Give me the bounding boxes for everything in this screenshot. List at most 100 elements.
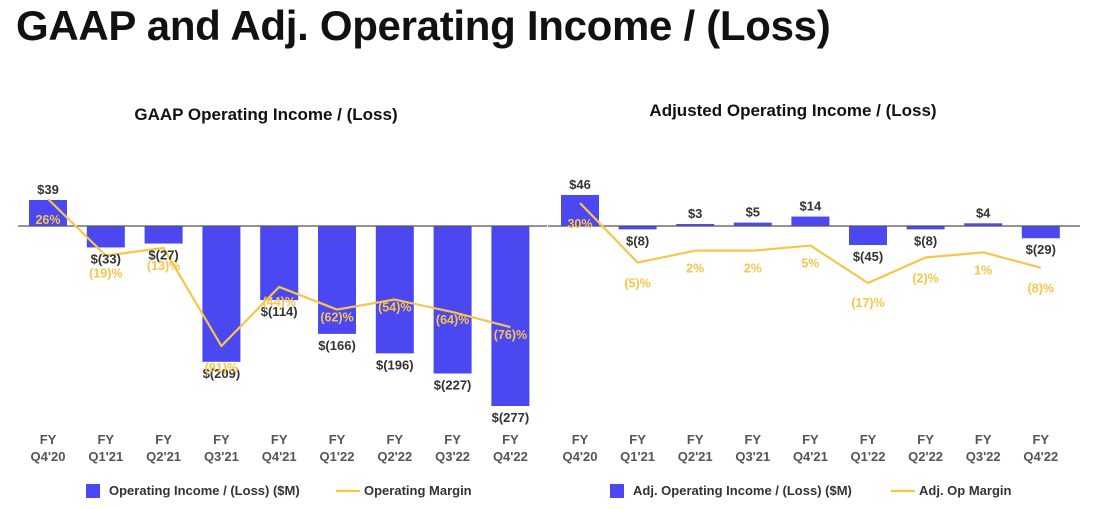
- adj-category-label-line1: FY: [860, 432, 877, 447]
- adj-margin-line: [579, 202, 1042, 285]
- gaap-bar-value-label: $(114): [261, 304, 298, 319]
- gaap-legend-bar-swatch: [86, 484, 100, 498]
- gaap-margin-label: (19)%: [89, 267, 122, 281]
- adj-bar: [964, 223, 1003, 226]
- adj-bar-value-label: $(29): [1026, 242, 1056, 257]
- gaap-margin-label: (54)%: [378, 301, 411, 315]
- gaap-category-label-line1: FY: [386, 432, 403, 447]
- gaap-legend-line-label: Operating Margin: [364, 483, 472, 498]
- gaap-category-label-line1: FY: [444, 432, 461, 447]
- gaap-bar: [86, 226, 125, 248]
- adj-bar: [733, 222, 772, 226]
- adj-category-label-line1: FY: [629, 432, 646, 447]
- gaap-category-label-line1: FY: [40, 432, 57, 447]
- adj-margin-label: (5)%: [624, 277, 650, 291]
- gaap-bar-value-label: $(209): [203, 366, 241, 381]
- adj-legend-bar-label: Adj. Operating Income / (Loss) ($M): [633, 483, 852, 498]
- gaap-legend-bar-label: Operating Income / (Loss) ($M): [109, 483, 300, 498]
- gaap-category-label-line2: Q3'22: [435, 449, 470, 464]
- gaap-bar: [144, 226, 183, 244]
- gaap-margin-label: (62)%: [320, 311, 353, 325]
- gaap-bar-value-label: $(196): [376, 357, 414, 372]
- gaap-category-label-line2: Q1'21: [88, 449, 123, 464]
- adj-category-label-line2: Q2'22: [908, 449, 943, 464]
- adj-category-label-line1: FY: [917, 432, 934, 447]
- adj-bar: [791, 216, 830, 226]
- gaap-chart-title: GAAP Operating Income / (Loss): [134, 105, 397, 124]
- gaap-margin-label: (44)%: [263, 295, 296, 309]
- gaap-category-label-line2: Q2'22: [377, 449, 412, 464]
- gaap-category-label-line2: Q4'20: [31, 449, 66, 464]
- adj-category-label-line1: FY: [802, 432, 819, 447]
- adj-category-label-line2: Q4'20: [563, 449, 598, 464]
- adj-category-label-line2: Q1'21: [620, 449, 655, 464]
- adj-margin-label: (17)%: [851, 296, 884, 310]
- adj-category-label-line1: FY: [572, 432, 589, 447]
- gaap-margin-label: 26%: [35, 213, 60, 227]
- adj-bar: [849, 226, 887, 245]
- adj-bar: [1021, 226, 1060, 239]
- gaap-operating-income-chart: GAAP Operating Income / (Loss) $39 $(33) $(…: [18, 105, 547, 498]
- gaap-bar-value-label: $(166): [318, 338, 356, 353]
- adj-bar: [561, 195, 599, 226]
- gaap-bar: [29, 200, 67, 226]
- adj-category-label-line1: FY: [975, 432, 992, 447]
- adj-margin-label: (2)%: [912, 271, 938, 285]
- gaap-bar: [202, 226, 241, 362]
- adj-category-label-line2: Q3'22: [966, 449, 1001, 464]
- adj-category-label-line2: Q1'22: [851, 449, 886, 464]
- gaap-bar: [433, 226, 472, 374]
- adj-category-label-line2: Q3'21: [735, 449, 770, 464]
- adj-bar: [618, 226, 657, 230]
- gaap-category-label-line1: FY: [271, 432, 288, 447]
- adj-bar: [906, 226, 945, 230]
- gaap-category-label-line1: FY: [329, 432, 346, 447]
- gaap-category-label-line1: FY: [502, 432, 519, 447]
- adj-margin-label: 2%: [686, 262, 704, 276]
- adj-bar-value-label: $(8): [626, 233, 649, 248]
- adj-category-label-line1: FY: [1032, 432, 1049, 447]
- gaap-category-label-line1: FY: [97, 432, 114, 447]
- gaap-category-label-line2: Q2'21: [146, 449, 181, 464]
- adj-legend-bar-swatch: [610, 484, 624, 498]
- adj-category-label-line2: Q4'21: [793, 449, 828, 464]
- gaap-margin-label: (91)%: [205, 361, 238, 375]
- gaap-margin-label: (13)%: [147, 259, 180, 273]
- page-title: GAAP and Adj. Operating Income / (Loss): [16, 2, 831, 49]
- gaap-bar-value-label: $39: [37, 182, 59, 197]
- gaap-bar-value-label: $(227): [434, 378, 472, 393]
- gaap-bar-value-label: $(27): [148, 248, 178, 263]
- adj-bar: [676, 223, 715, 226]
- gaap-bar: [491, 226, 530, 406]
- gaap-category-label-line1: FY: [213, 432, 230, 447]
- adj-bar-value-label: $4: [976, 205, 991, 220]
- adj-bar-value-label: $3: [688, 206, 702, 221]
- gaap-margin-label: (76)%: [494, 328, 527, 342]
- gaap-category-label-line2: Q3'21: [204, 449, 239, 464]
- adj-chart-title: Adjusted Operating Income / (Loss): [649, 101, 936, 120]
- gaap-bar: [375, 226, 414, 354]
- gaap-bar-value-label: $(277): [492, 410, 530, 425]
- adj-legend-line-label: Adj. Op Margin: [919, 483, 1012, 498]
- adj-category-label-line1: FY: [744, 432, 761, 447]
- gaap-bar: [260, 226, 299, 301]
- gaap-bar-value-label: $(33): [91, 251, 121, 266]
- adj-category-label-line1: FY: [687, 432, 704, 447]
- adj-category-label-line2: Q2'21: [678, 449, 713, 464]
- adj-bar-value-label: $5: [746, 205, 760, 220]
- gaap-category-label-line2: Q4'22: [493, 449, 528, 464]
- gaap-margin-line: [47, 198, 511, 348]
- adj-margin-label: 2%: [744, 262, 762, 276]
- adj-margin-label: 1%: [974, 263, 992, 277]
- gaap-margin-label: (64)%: [436, 313, 469, 327]
- adj-bar-value-label: $14: [800, 199, 822, 214]
- adj-bar-value-label: $(8): [914, 233, 937, 248]
- gaap-category-label-line2: Q1'22: [320, 449, 355, 464]
- adj-bar-value-label: $46: [569, 177, 591, 192]
- gaap-bar: [318, 226, 356, 334]
- adj-margin-label: 5%: [801, 257, 819, 271]
- adj-bar-value-label: $(45): [853, 249, 883, 264]
- adj-margin-label: 30%: [567, 217, 592, 231]
- gaap-category-label-line2: Q4'21: [262, 449, 297, 464]
- adj-category-label-line2: Q4'22: [1023, 449, 1058, 464]
